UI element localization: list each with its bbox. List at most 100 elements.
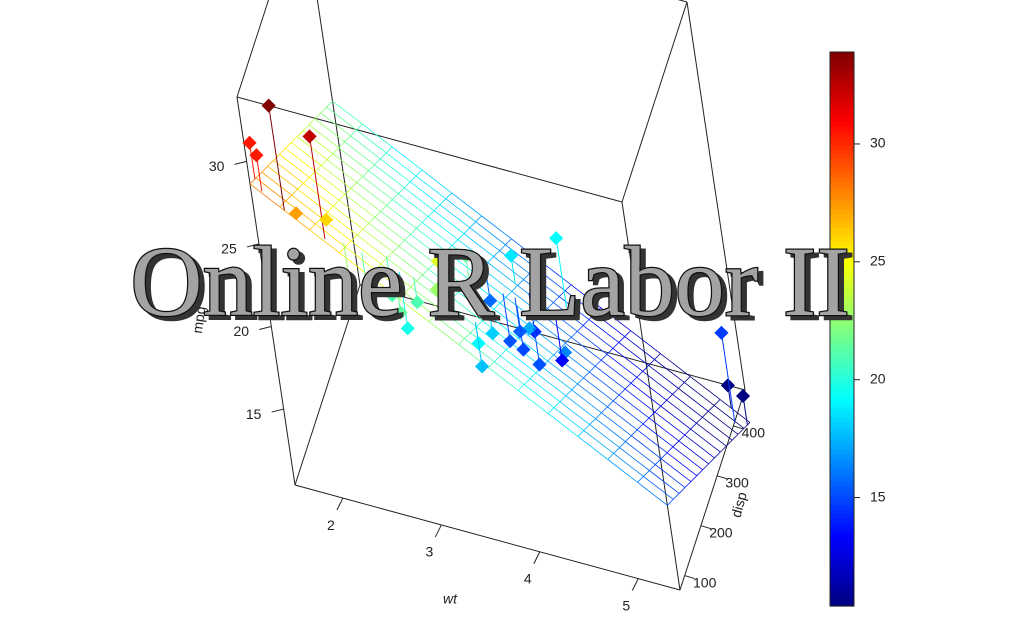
surface-mesh [696,469,703,476]
surface-mesh [737,428,745,435]
colorbar-segment [830,287,854,293]
surface-mesh [409,175,417,183]
surface-mesh [642,417,650,425]
surface-mesh [505,291,512,298]
surface-mesh [535,314,542,321]
surface-mesh [428,262,435,270]
surface-mesh [386,205,417,229]
y-axis-label: disp [728,490,750,519]
point [249,148,264,163]
surface-mesh [523,384,555,408]
surface-mesh [540,261,572,286]
colorbar-segment [830,301,854,307]
surface-mesh [279,148,286,155]
surface-mesh [398,193,429,217]
residual-line [555,317,563,361]
colorbar-segment [830,587,854,593]
surface-mesh [434,309,441,317]
surface-mesh [684,376,691,383]
surface-mesh [320,159,328,166]
surface-mesh [719,399,751,423]
surface-mesh [309,177,340,201]
surface-mesh [696,422,727,447]
surface-mesh [708,411,739,435]
surface-mesh [476,320,483,328]
surface-mesh [589,418,596,425]
surface-mesh [445,198,476,223]
surface-mesh [660,458,692,482]
surface-mesh [571,336,602,361]
colorbar-segment [830,532,854,538]
surface-mesh [344,194,376,218]
surface-mesh [439,204,471,229]
surface-mesh [600,307,631,331]
surface-mesh [594,359,602,367]
colorbar-segment [830,259,854,265]
colorbar-segment [830,98,854,104]
surface-mesh [464,332,471,339]
surface-mesh [356,234,388,259]
surface-mesh [547,360,578,385]
surface-mesh [618,342,649,366]
residual-line [268,105,285,211]
surface-mesh [308,171,316,178]
colorbar-segment [830,79,854,85]
point [385,288,400,303]
surface-mesh [612,342,620,349]
surface-mesh [612,348,643,372]
surface-mesh [666,452,698,477]
point [458,248,473,263]
box-edge [621,1,688,203]
surface-mesh [553,302,584,326]
surface-mesh [380,205,387,212]
surface-mesh [362,228,394,253]
box-edge [679,389,746,591]
colorbar-segment [830,522,854,529]
surface-mesh [380,158,411,183]
surface-mesh [606,348,614,355]
colorbar-segment [830,407,854,413]
surface-mesh [338,199,370,224]
colorbar-segment [830,421,854,427]
surface-mesh [559,401,590,425]
surface-mesh [320,106,327,114]
colorbar-tick-label: 20 [870,370,886,386]
surface-mesh [654,458,662,465]
colorbar-segment [830,121,854,127]
surface-mesh [350,188,381,212]
colorbar-segment [830,112,854,118]
surface-mesh [398,187,405,194]
surface-mesh [410,234,441,258]
surface-mesh [314,118,345,143]
surface-mesh [642,371,673,395]
surface-mesh [547,354,554,362]
surface-mesh [535,372,567,397]
surface-mesh [433,210,465,234]
colorbar-segment [830,495,854,501]
z-tick-label: 15 [246,406,262,422]
surface-mesh [285,148,316,172]
surface-mesh [434,315,465,340]
surface-mesh [607,406,638,431]
surface-mesh [654,353,661,360]
surface-mesh [601,406,608,414]
colorbar-segment [830,195,854,201]
surface-mesh [463,227,471,234]
surface-mesh [589,371,620,396]
surface-mesh [499,349,507,357]
box-edge [236,96,623,203]
colorbar-segment [830,324,854,330]
colorbar-segment [830,70,854,76]
surface-mesh [499,250,530,274]
surface-mesh [440,256,471,281]
surface-mesh [368,217,376,224]
colorbar-segment [830,439,854,446]
box-edge [294,484,681,591]
surface-mesh [625,435,632,442]
surface-mesh [678,440,709,465]
surface-mesh [470,326,477,334]
surface-mesh [446,297,453,305]
surface-mesh [327,205,334,213]
surface-mesh [416,228,447,252]
surface-mesh [642,365,649,372]
